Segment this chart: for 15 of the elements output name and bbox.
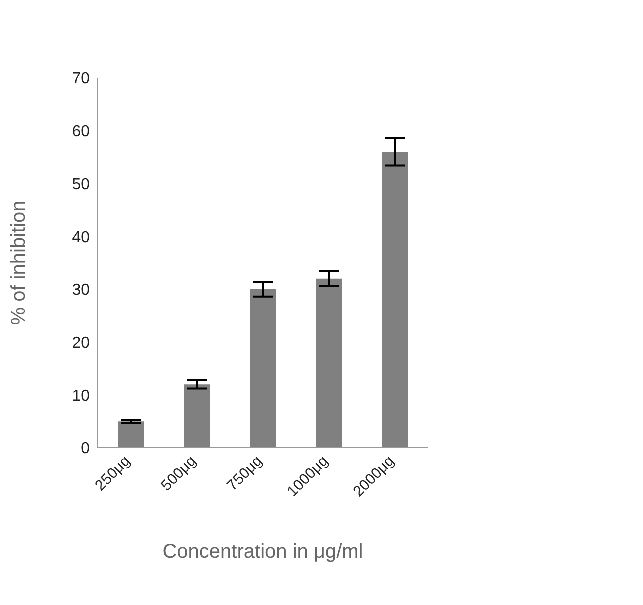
y-tick-label: 10 bbox=[72, 388, 90, 405]
y-tick-label: 20 bbox=[72, 334, 90, 352]
y-tick-label: 50 bbox=[72, 176, 90, 194]
bar bbox=[316, 278, 342, 448]
bar bbox=[118, 422, 144, 448]
y-tick-label: 70 bbox=[72, 70, 90, 88]
y-tick-label: 40 bbox=[72, 229, 90, 246]
bar bbox=[250, 289, 276, 448]
bar bbox=[184, 384, 210, 448]
x-axis-title: Concentration in μg/ml bbox=[162, 541, 364, 563]
y-tick-label: 0 bbox=[81, 440, 90, 458]
y-axis-title: % of inhibition bbox=[8, 200, 30, 326]
bar bbox=[382, 152, 408, 448]
y-tick-label: 60 bbox=[72, 124, 90, 141]
y-tick-label: 30 bbox=[72, 282, 90, 300]
